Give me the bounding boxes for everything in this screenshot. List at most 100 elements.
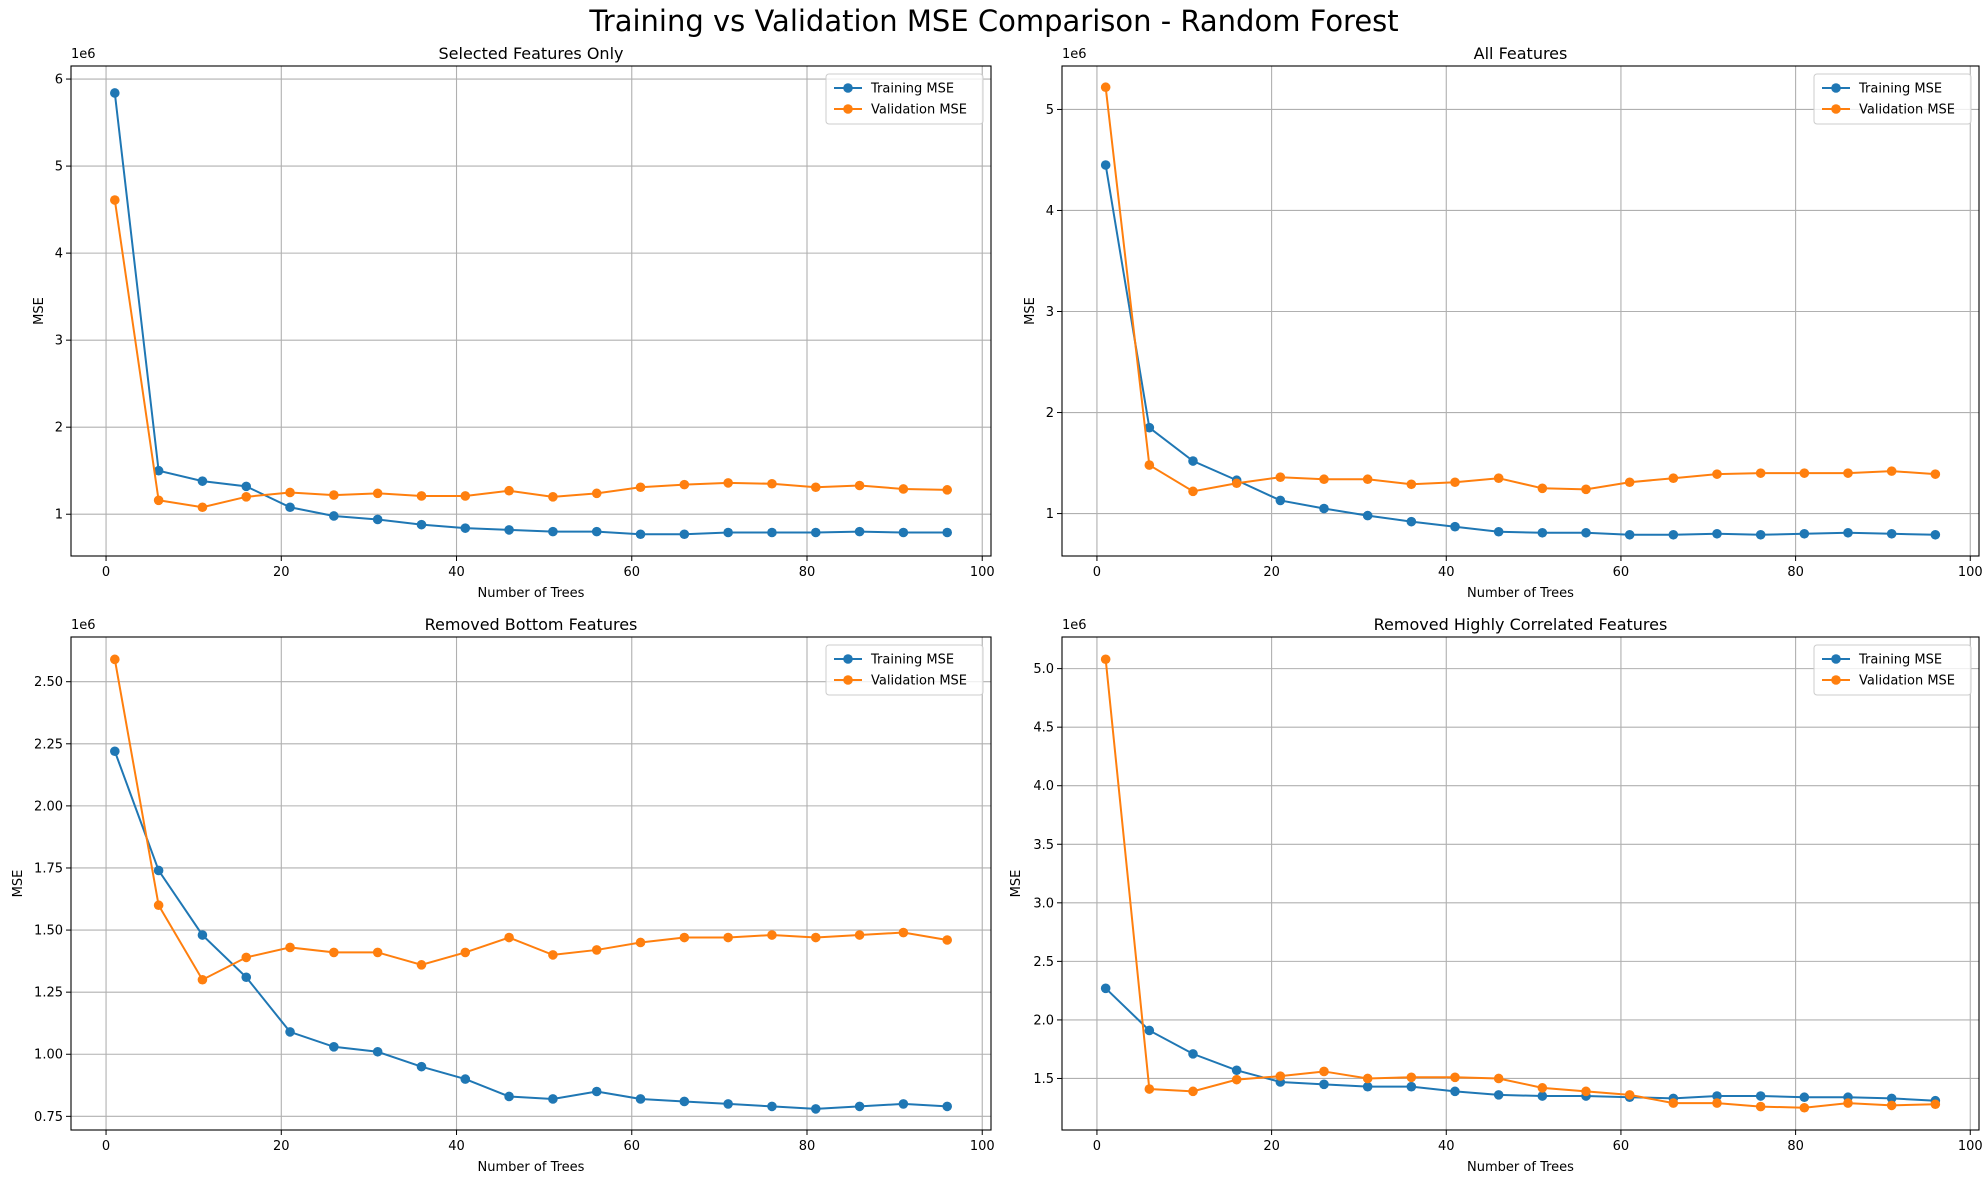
data-point-validation bbox=[548, 492, 558, 502]
data-point-validation bbox=[504, 485, 514, 496]
data-point-training bbox=[1275, 495, 1286, 506]
data-point-validation bbox=[942, 485, 952, 495]
data-point-validation bbox=[1755, 468, 1766, 478]
subplot-title: Removed Highly Correlated Features bbox=[1374, 615, 1668, 634]
x-tick-label: 40 bbox=[448, 1139, 465, 1154]
data-point-validation bbox=[854, 930, 865, 940]
data-point-training bbox=[153, 465, 164, 476]
series-line-validation bbox=[113, 199, 948, 509]
y-tick-label: 1.5 bbox=[1033, 1072, 1054, 1087]
data-point-validation bbox=[1319, 474, 1329, 485]
data-point-validation bbox=[1450, 1072, 1460, 1083]
data-point-training bbox=[110, 88, 120, 98]
data-point-training bbox=[1450, 521, 1460, 532]
data-point-validation bbox=[416, 491, 427, 501]
y-tick-label: 2.50 bbox=[34, 675, 63, 690]
data-point-validation bbox=[1712, 1098, 1722, 1108]
data-point-training bbox=[1930, 529, 1941, 540]
legend: Training MSE Validation MSE bbox=[1813, 644, 1972, 696]
data-point-training bbox=[1450, 1086, 1460, 1097]
data-point-training bbox=[767, 527, 777, 538]
data-point-validation bbox=[1188, 1086, 1198, 1097]
legend-marker bbox=[843, 654, 853, 664]
data-point-training bbox=[1406, 1081, 1417, 1092]
data-point-training bbox=[285, 1027, 295, 1037]
legend-marker bbox=[1831, 104, 1841, 114]
data-point-training bbox=[767, 1101, 777, 1112]
data-point-training bbox=[679, 529, 690, 540]
y-axis-label: MSE bbox=[1023, 297, 1038, 325]
y-tick-label: 4.5 bbox=[1033, 721, 1054, 736]
axes-frame bbox=[70, 636, 992, 1131]
y-tick-label: 1 bbox=[55, 508, 63, 523]
x-tick-label: 40 bbox=[448, 565, 465, 580]
legend-box bbox=[1813, 644, 1972, 696]
data-point-validation bbox=[1843, 468, 1853, 478]
x-tick-label: 80 bbox=[799, 565, 816, 580]
x-tick-label: 80 bbox=[799, 1139, 816, 1154]
legend-label: Validation MSE bbox=[871, 674, 967, 689]
data-point-training bbox=[329, 511, 339, 521]
plot-area bbox=[71, 637, 991, 1130]
x-tick-label: 40 bbox=[1438, 565, 1455, 580]
data-point-training bbox=[110, 746, 120, 757]
subplot-3: 0 20 40 60 80 100 0.75 1.00 1.25 1.50 1.75 2.00 2.25… bbox=[11, 615, 995, 1175]
x-tick-label: 20 bbox=[273, 1139, 290, 1154]
legend-label: Validation MSE bbox=[871, 103, 967, 118]
data-point-training bbox=[1362, 1081, 1373, 1092]
x-tick-label: 0 bbox=[1093, 565, 1101, 580]
y-tick-label: 1.50 bbox=[34, 924, 63, 939]
data-point-validation bbox=[810, 932, 821, 943]
series-line-training bbox=[113, 750, 948, 1110]
data-point-validation bbox=[416, 960, 427, 970]
y-tick-label: 3 bbox=[1046, 305, 1054, 320]
legend-marker bbox=[1831, 83, 1841, 93]
x-tick-label: 40 bbox=[1438, 1139, 1455, 1154]
data-point-training bbox=[1712, 1091, 1722, 1101]
y-tick-label: 1 bbox=[1046, 507, 1054, 522]
x-tick-label: 80 bbox=[1787, 1139, 1804, 1154]
data-point-validation bbox=[1843, 1098, 1853, 1108]
data-point-training bbox=[1886, 528, 1897, 539]
data-point-validation bbox=[1712, 469, 1722, 479]
data-point-training bbox=[1712, 528, 1722, 539]
legend-marker bbox=[1831, 654, 1841, 664]
data-point-validation bbox=[591, 488, 602, 499]
data-point-training bbox=[591, 526, 602, 537]
data-point-training bbox=[1799, 1092, 1810, 1103]
data-point-training bbox=[1319, 1079, 1329, 1090]
y-tick-label: 1.00 bbox=[34, 1048, 63, 1063]
data-point-validation bbox=[460, 491, 471, 501]
legend-label: Training MSE bbox=[1858, 82, 1942, 97]
data-point-training bbox=[942, 1101, 952, 1112]
x-tick-label: 0 bbox=[1093, 1139, 1101, 1154]
series-line-training bbox=[113, 92, 948, 536]
data-point-training bbox=[416, 519, 427, 530]
data-point-training bbox=[548, 1094, 558, 1104]
data-point-validation bbox=[591, 945, 602, 955]
data-point-validation bbox=[1886, 1100, 1897, 1111]
data-point-training bbox=[1755, 1091, 1766, 1101]
y-tick-label: 3 bbox=[55, 334, 63, 349]
data-point-validation bbox=[1406, 1072, 1417, 1083]
x-tick-label: 80 bbox=[1787, 565, 1804, 580]
data-point-validation bbox=[241, 952, 252, 963]
y-tick-label: 1.75 bbox=[34, 861, 63, 876]
data-point-validation bbox=[723, 478, 733, 488]
data-point-training bbox=[416, 1061, 427, 1072]
data-point-validation bbox=[1668, 473, 1679, 484]
data-point-validation bbox=[1799, 1102, 1810, 1113]
data-point-validation bbox=[1231, 1074, 1242, 1085]
data-point-validation bbox=[1537, 1083, 1548, 1093]
legend-marker bbox=[843, 675, 853, 685]
y-offset-label: 1e6 bbox=[1062, 47, 1087, 62]
data-point-training bbox=[1493, 1090, 1504, 1100]
y-axis-label: MSE bbox=[1009, 870, 1024, 898]
data-point-training bbox=[548, 526, 558, 537]
data-point-validation bbox=[810, 482, 821, 493]
data-point-validation bbox=[110, 654, 120, 665]
data-point-training bbox=[1188, 456, 1198, 466]
data-point-validation bbox=[898, 484, 909, 494]
data-point-validation bbox=[372, 947, 383, 958]
data-point-validation bbox=[942, 935, 952, 945]
